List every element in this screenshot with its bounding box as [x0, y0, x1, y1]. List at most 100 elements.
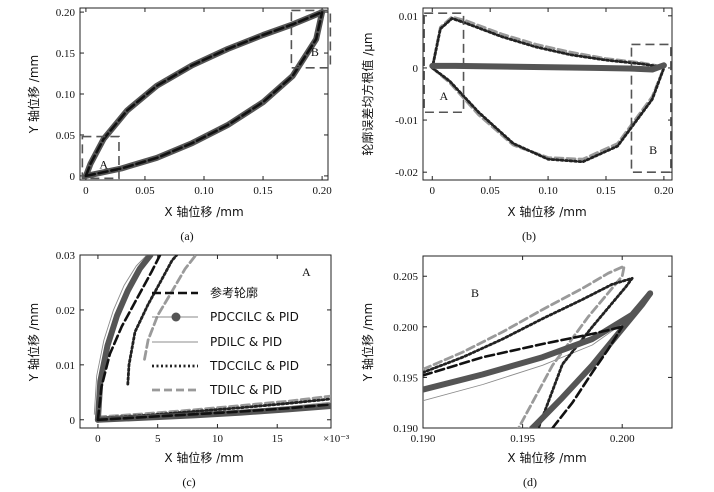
panel-b: 0 0.05 0.10 0.15 0.20 0.01 0 -0.01 -0.02 A B X 轴位移 …	[360, 7, 674, 243]
zoom-box-a	[81, 135, 120, 180]
y-axis-label: Y 轴位移 /mm	[360, 303, 375, 382]
y-tick-label: 0.02	[56, 305, 75, 317]
panel-caption: (b)	[522, 229, 536, 243]
x-tick-label: 0	[95, 433, 101, 445]
y-tick-label: 0.20	[56, 7, 76, 19]
zoom-box-a	[423, 12, 465, 114]
x-axis-label: X 轴位移 /mm	[164, 204, 243, 219]
series-line-pdilc-pid-lower-	[85, 11, 323, 177]
panel-c: 0 5 10 15 0 0.01 0.02 0.03 ×10⁻³ A X 轴位移 /mm Y 轴位移 …	[26, 250, 350, 489]
series-line-pdccilc-pid-lower-	[82, 9, 326, 179]
axes-frame	[422, 7, 673, 181]
series-line--	[423, 325, 624, 377]
panel-a: 0 0.05 0.10 0.15 0.20 0 0.05 0.10 0.15 0.20 A B X 轴位…	[26, 7, 332, 243]
series-line--	[96, 255, 162, 422]
x-tick-label: 0	[83, 185, 89, 197]
zoom-box-b	[290, 9, 332, 69]
y-axis-label: Y 轴位移 /mm	[26, 55, 41, 134]
series-line-tdccilc-pid	[126, 255, 179, 386]
x-axis-label: X 轴位移 /mm	[507, 450, 586, 465]
legend: 参考轮廓 PDCCILC & PID PDILC & PID TDCCILC & PI…	[152, 285, 299, 397]
x-tick-label: 0.15	[253, 185, 273, 197]
series-line-tdccilc-pid	[423, 276, 634, 428]
x-scale-label: ×10⁻³	[323, 433, 350, 445]
legend-label: PDCCILC & PID	[210, 310, 299, 324]
zoom-box-b	[630, 43, 672, 173]
y-axis-label: Y 轴位移 /mm	[26, 303, 41, 382]
legend-item: 参考轮廓	[152, 285, 258, 300]
series-layer	[82, 9, 326, 179]
axes-frame	[79, 254, 332, 429]
y-tick-label: 0.03	[56, 250, 76, 262]
panel-d: 0.190 0.195 0.200 0.190 0.195 0.200 0.205 B X 轴位…	[360, 255, 673, 489]
y-tick-label: 0.195	[393, 372, 418, 384]
panel-annotation: B	[471, 286, 479, 300]
x-tick-label: 0.05	[481, 185, 501, 197]
legend-label: 参考轮廓	[210, 285, 258, 300]
x-tick-label: 0.20	[312, 185, 332, 197]
legend-label: PDILC & PID	[210, 335, 282, 349]
series-line-pdilc-pid	[93, 255, 148, 415]
series-line-pdilc-pid	[85, 11, 323, 177]
series-line-pdccilc-pid	[423, 290, 654, 393]
series-line-tdccilc-pid-lower-	[430, 66, 666, 164]
legend-item: PDCCILC & PID	[152, 310, 299, 324]
x-tick-label: 0.10	[538, 185, 558, 197]
y-axis-label: 轮廓误差均方根值 /μm	[360, 32, 375, 155]
x-tick-label: 0.20	[654, 185, 674, 197]
legend-item: PDILC & PID	[152, 335, 282, 349]
x-tick-label: 0.05	[135, 185, 155, 197]
series-line-pdccilc-pid-lower-	[529, 290, 654, 428]
series-line-tdccilc-pid-lower-	[84, 10, 324, 178]
zoom-box-label: A	[440, 89, 449, 103]
x-tick-label: 0.15	[596, 185, 616, 197]
x-tick-label: 0.10	[194, 185, 214, 197]
series-line-pdccilc-pid	[94, 255, 154, 423]
y-tick-label: 0.15	[56, 48, 76, 60]
axes-frame	[422, 255, 673, 429]
legend-label: TDILC & PID	[209, 383, 282, 397]
series-line-tdilc-pid	[84, 10, 324, 178]
series-line-tdilc-pid-lower-	[430, 66, 666, 161]
panel-annotation: A	[302, 265, 311, 279]
series-line-tdilc-pid	[423, 264, 626, 428]
x-tick-label: 0	[430, 185, 436, 197]
series-line-tdccilc-pid	[84, 10, 324, 178]
x-tick-label: 15	[272, 433, 284, 445]
x-tick-label: 0.200	[610, 433, 635, 445]
y-tick-label: -0.01	[395, 115, 418, 127]
x-tick-label: 10	[212, 433, 224, 445]
series-line-tdilc-pid-lower-	[96, 394, 331, 419]
y-tick-label: 0	[413, 63, 419, 75]
series-line-tdilc-pid	[143, 255, 198, 361]
y-tick-label: 0.200	[393, 322, 418, 334]
x-tick-label: 0.190	[411, 433, 436, 445]
y-tick-label: 0.01	[56, 360, 75, 372]
series-line--lower-	[84, 10, 324, 178]
y-tick-label: 0.01	[399, 11, 418, 23]
legend-label: TDCCILC & PID	[209, 359, 299, 373]
series-line--lower-	[551, 325, 624, 428]
series-line--	[84, 10, 324, 178]
x-axis-label: X 轴位移 /mm	[507, 204, 586, 219]
zoom-box-label: A	[99, 157, 108, 171]
y-tick-label: 0	[70, 415, 76, 427]
legend-marker	[171, 312, 181, 322]
x-tick-label: 5	[155, 433, 161, 445]
zoom-box-label: B	[311, 45, 319, 59]
y-tick-label: -0.02	[395, 167, 418, 179]
series-line-pdccilc-pid	[82, 9, 326, 179]
series-line-tdilc-pid-lower-	[84, 10, 324, 178]
panel-caption: (a)	[180, 229, 193, 243]
series-line--lower-	[96, 403, 331, 422]
panel-caption: (d)	[523, 475, 537, 489]
x-tick-label: 0.195	[510, 433, 535, 445]
series-line-tdccilc-pid	[430, 16, 666, 70]
y-tick-label: 0.10	[56, 89, 76, 101]
x-axis-label: X 轴位移 /mm	[164, 450, 243, 465]
series-layer	[423, 264, 654, 428]
legend-item: TDILC & PID	[152, 383, 282, 397]
zoom-box-label: B	[649, 143, 657, 157]
series-layer	[93, 255, 331, 423]
